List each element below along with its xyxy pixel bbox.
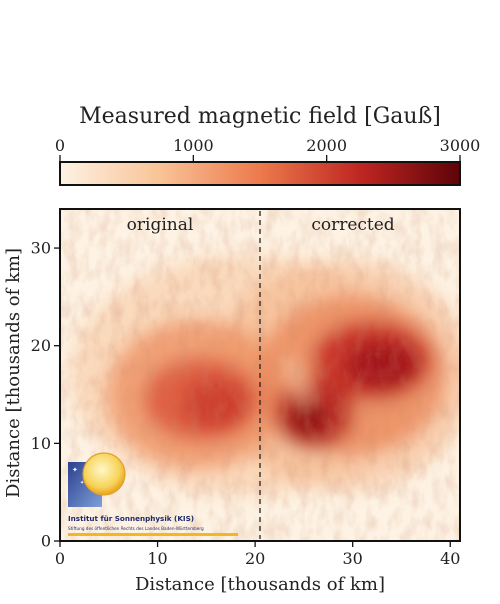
x-tick-label: 40 — [440, 549, 460, 568]
plot-frame — [59, 208, 461, 542]
logo-subtitle: Stiftung des öffentlichen Rechts des Lan… — [68, 526, 204, 531]
logo-star-1: ✦ — [72, 466, 78, 474]
y-axis: 0 10 20 30 — [31, 239, 60, 551]
colorbar-tick-label: 1000 — [173, 136, 214, 155]
panel-label-original: original — [127, 215, 194, 235]
x-tick-label: 20 — [245, 549, 265, 568]
colorbar — [59, 161, 461, 186]
panel-label-corrected: corrected — [311, 215, 394, 235]
chart-title: Measured magnetic field [Gauß] — [79, 104, 441, 129]
logo-star-2: ✦ — [80, 480, 84, 486]
colorbar-tick-label: 2000 — [306, 136, 347, 155]
logo-sun — [82, 452, 126, 496]
x-axis: 0 10 20 30 40 — [55, 541, 460, 568]
x-axis-label: Distance [thousands of km] — [135, 574, 385, 595]
x-tick-label: 10 — [147, 549, 167, 568]
x-tick-label: 30 — [343, 549, 363, 568]
y-tick-label: 30 — [31, 239, 51, 258]
y-axis-label: Distance [thousands of km] — [3, 248, 24, 498]
colorbar-tick-label: 0 — [55, 136, 65, 155]
heatmap-image — [60, 209, 460, 541]
y-tick-label: 10 — [31, 434, 51, 453]
y-tick-label: 0 — [41, 532, 51, 551]
colorbar-tick-label: 3000 — [440, 136, 481, 155]
logo-title: Institut für Sonnenphysik (KIS) — [68, 514, 194, 523]
colorbar-ticks: 0 1000 2000 3000 — [55, 136, 480, 162]
x-tick-label: 0 — [55, 549, 65, 568]
kis-logo: ✦ ✦ Institut für Sonnenphysik (KIS) Stif… — [68, 452, 238, 536]
logo-bar — [68, 533, 238, 536]
y-tick-label: 20 — [31, 336, 51, 355]
